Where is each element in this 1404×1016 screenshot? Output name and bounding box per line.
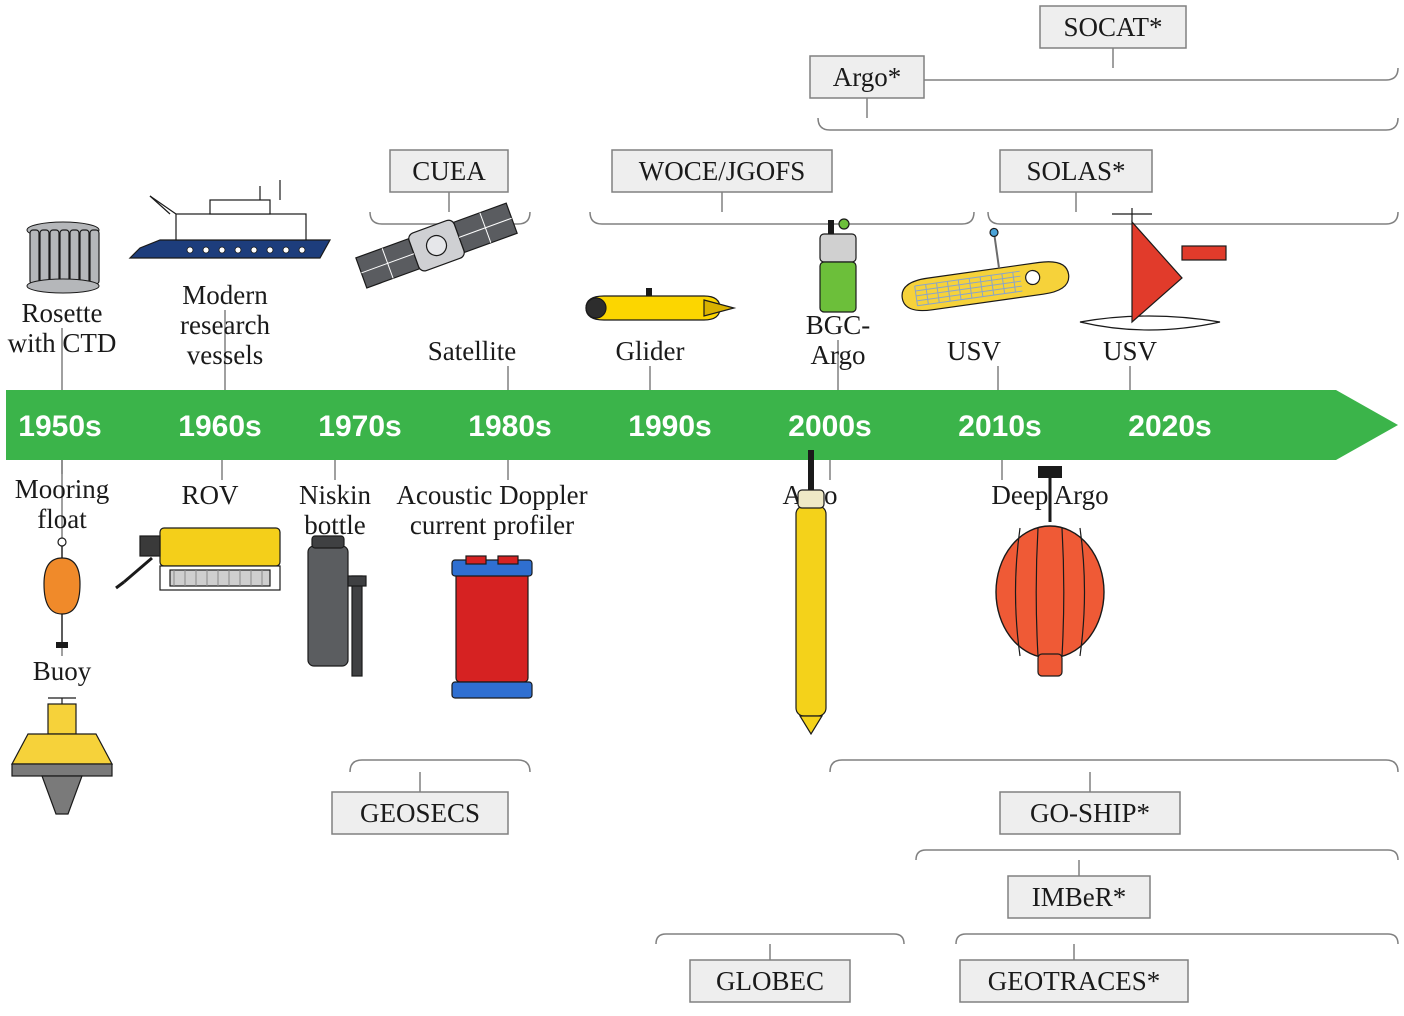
- instrument-label: USV: [947, 336, 1002, 366]
- adcp-icon: [452, 556, 532, 698]
- goship-bracket: [830, 760, 1398, 772]
- imber-bracket: [916, 850, 1398, 860]
- cuea-label: CUEA: [412, 156, 486, 186]
- argo_prog-bracket: [818, 118, 1398, 130]
- decade-label: 1980s: [468, 410, 551, 443]
- bgc-argo-icon: [820, 219, 856, 312]
- glider-icon: [586, 288, 734, 320]
- decade-label: 1970s: [318, 410, 401, 443]
- globec-label: GLOBEC: [716, 966, 824, 996]
- instrument-label: Satellite: [428, 336, 516, 366]
- decade-label: 2020s: [1128, 410, 1211, 443]
- solas-label: SOLAS*: [1026, 156, 1125, 186]
- argo_prog-label: Argo*: [833, 62, 902, 92]
- mooring-icon: [44, 538, 80, 648]
- woce-label: WOCE/JGOFS: [639, 156, 806, 186]
- geosecs-bracket: [350, 760, 530, 772]
- usv-red-icon: [1080, 208, 1226, 330]
- decade-label: 1960s: [178, 410, 261, 443]
- goship-label: GO-SHIP*: [1030, 798, 1150, 828]
- geotraces-label: GEOTRACES*: [988, 966, 1161, 996]
- instrument-label: BGC-Argo: [806, 310, 871, 370]
- instrument-label: Modernresearchvessels: [180, 280, 270, 370]
- decade-label: 2010s: [958, 410, 1041, 443]
- instrument-label: Niskinbottle: [299, 480, 372, 540]
- satellite-icon: [354, 199, 518, 291]
- instrument-label: Glider: [616, 336, 685, 366]
- decade-label: 2000s: [788, 410, 871, 443]
- globec-bracket: [656, 934, 904, 944]
- solas-bracket: [988, 212, 1398, 224]
- usv-yellow-icon: [894, 219, 1070, 314]
- socat-label: SOCAT*: [1063, 12, 1162, 42]
- rov-icon: [116, 528, 280, 590]
- instrument-label: Buoy: [33, 656, 92, 686]
- decade-label: 1950s: [18, 410, 101, 443]
- instrument-label: Rosettewith CTD: [8, 298, 117, 358]
- instrument-label: Acoustic Dopplercurrent profiler: [396, 480, 587, 540]
- timeline-infographic: 1950s 1960s 1970s 1980s 1990s 2000s 2010s 2020s…: [0, 0, 1404, 1016]
- woce-bracket: [590, 212, 974, 224]
- niskin-icon: [308, 536, 366, 676]
- vessel-icon: [130, 180, 330, 258]
- rosette-icon: [27, 222, 99, 293]
- geosecs-label: GEOSECS: [360, 798, 480, 828]
- geotraces-bracket: [956, 934, 1398, 944]
- decade-label: 1990s: [628, 410, 711, 443]
- imber-label: IMBeR*: [1032, 882, 1127, 912]
- instrument-label: Mooringfloat: [15, 474, 110, 534]
- buoy-icon: [12, 698, 112, 814]
- instrument-label: ROV: [181, 480, 239, 510]
- instrument-label: USV: [1103, 336, 1158, 366]
- socat-bracket: [878, 68, 1398, 80]
- argo-float-icon: [796, 450, 826, 734]
